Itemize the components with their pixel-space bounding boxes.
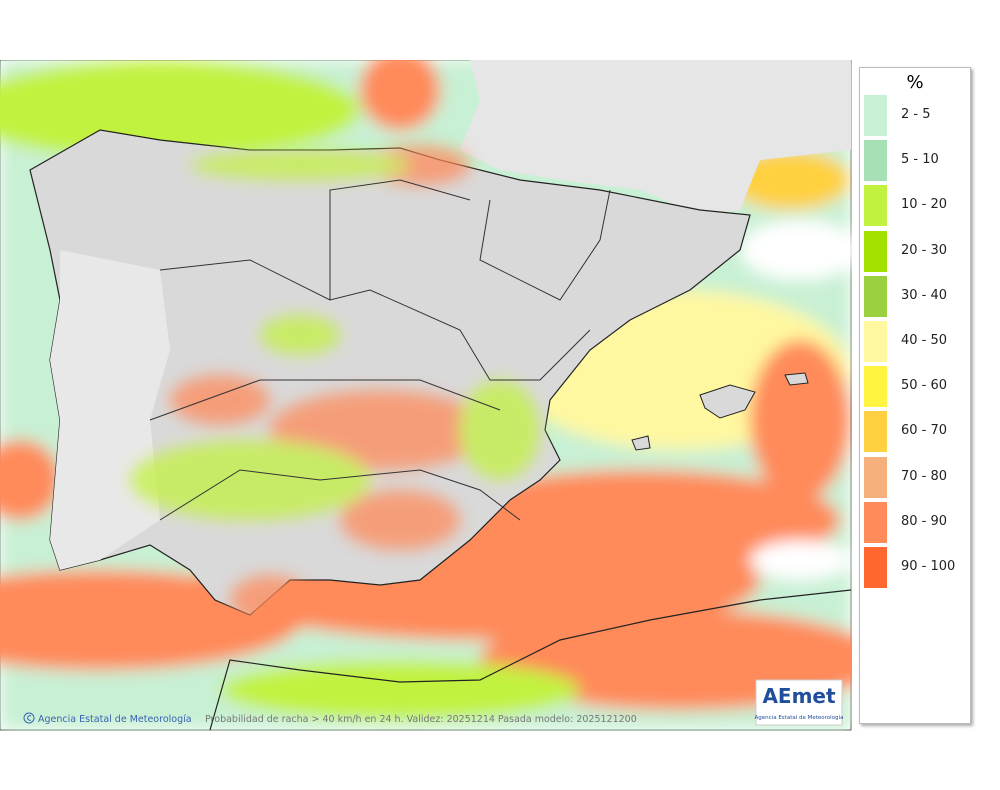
legend-entry: 50 - 60 (864, 366, 968, 408)
borders (149, 179, 611, 521)
legend-entry: 40 - 50 (864, 321, 968, 362)
legend-label: 10 - 20 (901, 197, 948, 213)
copyright-icon (23, 712, 35, 724)
credit: Agencia Estatal de Meteorología (38, 714, 192, 725)
legend-entry: 20 - 30 (864, 230, 968, 272)
map: Agencia Estatal de Meteorología Probabil… (0, 60, 852, 731)
logo-name: AEmet (762, 684, 836, 708)
legend-swatch (864, 230, 887, 272)
legend-label: 50 - 60 (901, 378, 948, 394)
legend-swatch (864, 140, 887, 182)
legend-label: 70 - 80 (901, 468, 948, 484)
legend-entry: 90 - 100 (864, 547, 968, 588)
land-field (130, 145, 540, 625)
africa-coast (209, 589, 852, 731)
legend-entry: 5 - 10 (864, 140, 968, 182)
legend-title: % (906, 72, 924, 93)
legend-entry: 30 - 40 (864, 275, 968, 317)
legend-swatch (864, 501, 887, 543)
logo: AEmet Agencia Estatal de Meteorología (755, 679, 844, 726)
legend-label: 60 - 70 (901, 423, 948, 439)
legend-swatch (864, 95, 887, 136)
ibiza (631, 435, 651, 451)
legend-swatch (864, 321, 887, 362)
legend-swatch (864, 185, 887, 227)
legend-label: 40 - 50 (901, 333, 948, 348)
legend-swatch (864, 411, 887, 453)
legend-label: 2 - 5 (901, 107, 931, 122)
portugal (50, 250, 170, 570)
legend-label: 20 - 30 (901, 242, 948, 258)
legend-label: 30 - 40 (901, 287, 948, 303)
legend-entry: 80 - 90 (864, 501, 968, 543)
legend-swatch (864, 275, 887, 317)
france (460, 60, 851, 215)
legend-swatch (864, 547, 887, 588)
legend-entry: 70 - 80 (864, 456, 968, 498)
legend: % 2 - 5 5 - 10 10 - 20 20 - 30 30 - 40 40 - 5… (859, 67, 971, 724)
legend-swatch (864, 366, 887, 408)
caption: Probabilidad de racha > 40 km/h en 24 h.… (205, 714, 637, 725)
legend-label: 90 - 100 (901, 559, 956, 574)
legend-label: 80 - 90 (901, 513, 948, 529)
legend-swatch (864, 456, 887, 498)
legend-entry: 2 - 5 (864, 95, 968, 136)
logo-subtitle: Agencia Estatal de Meteorología (755, 714, 844, 721)
legend-entry: 10 - 20 (864, 185, 968, 227)
legend-label: 5 - 10 (901, 152, 939, 168)
mallorca (699, 384, 756, 419)
menorca (784, 372, 809, 386)
legend-entry: 60 - 70 (864, 411, 968, 453)
